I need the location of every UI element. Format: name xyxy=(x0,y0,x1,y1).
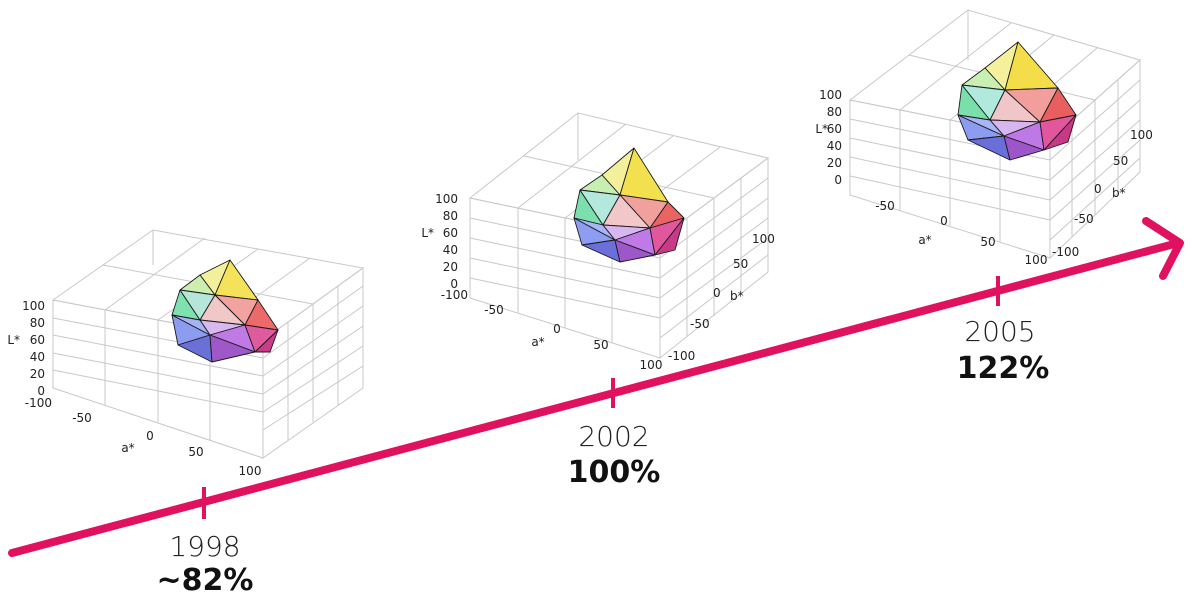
z-axis-ticks: 100 80 60 40 20 0 L* xyxy=(7,299,45,398)
z-tick: 60 xyxy=(30,333,45,347)
b-tick: 100 xyxy=(1130,128,1153,142)
z-tick: 60 xyxy=(827,122,842,136)
z-tick: 40 xyxy=(30,350,45,364)
milestone-value-2005: 122% xyxy=(957,351,1050,386)
z-axis-label: L* xyxy=(815,122,828,136)
b-tick: 0 xyxy=(1094,182,1102,196)
milestone-value-2002: 100% xyxy=(568,455,661,490)
b-axis-ticks: 100 50 0 -50 -100 b* xyxy=(668,232,775,363)
gamut-plot-1998: 100 80 60 40 20 0 L* -100 -50 0 50 100 a… xyxy=(7,229,365,478)
a-tick: 0 xyxy=(146,429,154,443)
z-tick: 0 xyxy=(450,277,458,291)
b-tick: -50 xyxy=(1074,212,1094,226)
a-axis-ticks: -50 0 50 100 a* xyxy=(875,199,1047,267)
milestone-year-2002: 2002 xyxy=(578,420,649,453)
z-tick: 40 xyxy=(443,243,458,257)
milestone-year-1998: 1998 xyxy=(169,530,240,563)
z-tick: 80 xyxy=(827,105,842,119)
z-tick: 100 xyxy=(22,299,45,313)
a-tick: 100 xyxy=(640,358,663,372)
a-tick: 100 xyxy=(1025,253,1048,267)
gamut-plot-2002: 100 80 60 40 20 0 L* -100 -50 0 50 100 a… xyxy=(421,112,775,372)
milestone-value-1998: ~82% xyxy=(157,563,254,597)
z-tick: 100 xyxy=(435,192,458,206)
b-axis-label: b* xyxy=(1112,186,1126,200)
milestone-year-2005: 2005 xyxy=(964,315,1035,348)
a-tick: -50 xyxy=(72,411,92,425)
a-axis-label: a* xyxy=(121,441,134,455)
a-tick: 0 xyxy=(553,322,561,336)
b-tick: -50 xyxy=(690,317,710,331)
a-tick: 100 xyxy=(239,464,262,478)
a-axis-ticks: -100 -50 0 50 100 a* xyxy=(25,396,262,478)
a-tick: -50 xyxy=(484,303,504,317)
timeline: 1998 ~82% 2002 100% 2005 122% xyxy=(8,217,1184,597)
a-tick: -50 xyxy=(875,199,895,213)
z-tick: 80 xyxy=(443,209,458,223)
z-tick: 0 xyxy=(834,173,842,187)
grid-box xyxy=(51,229,365,459)
z-tick: 100 xyxy=(819,88,842,102)
gamut-solid xyxy=(957,41,1077,161)
a-tick: 0 xyxy=(940,214,948,228)
b-tick: 100 xyxy=(752,232,775,246)
timeline-arrowhead xyxy=(1142,217,1184,280)
z-axis-ticks: 100 80 60 40 20 0 L* xyxy=(421,192,458,291)
b-tick: 0 xyxy=(713,286,721,300)
z-tick: 20 xyxy=(30,367,45,381)
z-axis-label: L* xyxy=(7,333,20,347)
z-tick: 40 xyxy=(827,139,842,153)
gamut-plot-2005: 100 80 60 40 20 0 L* -50 0 50 100 a* 100… xyxy=(815,9,1153,267)
z-tick: 20 xyxy=(827,156,842,170)
b-tick: 50 xyxy=(733,257,748,271)
z-tick: 0 xyxy=(37,384,45,398)
b-axis-label: b* xyxy=(730,289,744,303)
a-axis-label: a* xyxy=(918,233,931,247)
a-tick: -100 xyxy=(441,288,468,302)
z-axis-ticks: 100 80 60 40 20 0 L* xyxy=(815,88,842,187)
a-tick: 50 xyxy=(188,445,203,459)
b-tick: -100 xyxy=(1052,245,1079,259)
a-tick: 50 xyxy=(980,235,995,249)
a-tick: 50 xyxy=(593,338,608,352)
gamut-solid xyxy=(171,259,279,363)
a-tick: -100 xyxy=(25,396,52,410)
b-axis-ticks: 100 50 0 -50 -100 b* xyxy=(1052,128,1153,259)
b-tick: -100 xyxy=(668,349,695,363)
a-axis-label: a* xyxy=(531,335,544,349)
z-tick: 80 xyxy=(30,316,45,330)
b-tick: 50 xyxy=(1113,154,1128,168)
timeline-arrow-line xyxy=(8,239,1182,557)
gamut-solid xyxy=(573,147,685,263)
z-tick: 60 xyxy=(443,226,458,240)
z-tick: 20 xyxy=(443,260,458,274)
z-axis-label: L* xyxy=(421,226,434,240)
a-axis-ticks: -100 -50 0 50 100 a* xyxy=(441,288,663,372)
